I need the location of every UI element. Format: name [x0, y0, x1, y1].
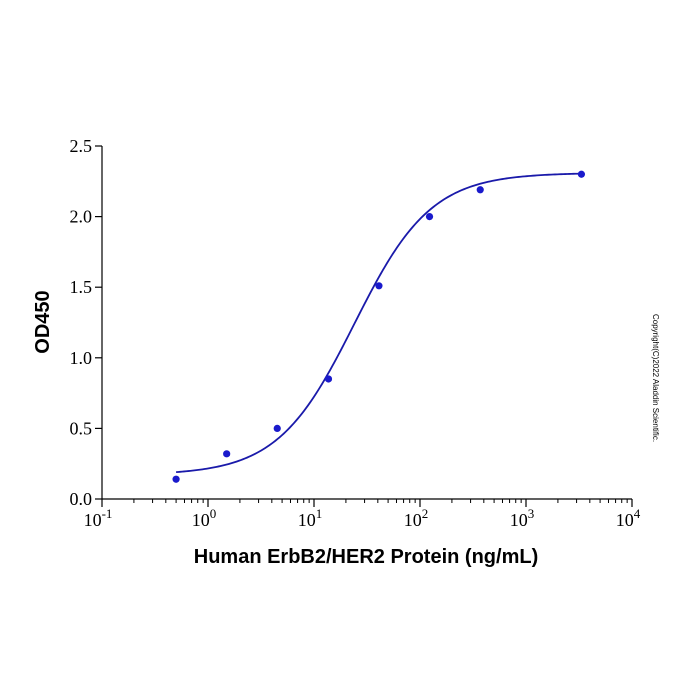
x-tick-exponent: 4: [634, 506, 641, 521]
x-tick-label: 104: [616, 506, 641, 530]
x-tick-base: 10: [510, 510, 528, 530]
x-tick-base: 10: [84, 510, 102, 530]
data-point: [375, 282, 383, 290]
x-tick-label: 103: [510, 506, 535, 530]
x-tick-base: 10: [616, 510, 634, 530]
x-axis-title: Human ErbB2/HER2 Protein (ng/mL): [194, 546, 538, 568]
y-axis-title: OD450: [32, 290, 54, 353]
fit-curve: [176, 172, 582, 474]
y-tick-label: 2.5: [70, 136, 93, 156]
copyright-watermark: Copyright(C)2022 Aladdin Scientific.: [651, 314, 660, 442]
x-tick-exponent: -1: [102, 506, 113, 521]
data-points: [172, 170, 586, 483]
y-tick-label: 2.0: [70, 207, 93, 227]
x-tick-exponent: 3: [528, 506, 535, 521]
y-tick-label: 1.5: [70, 277, 93, 297]
data-point: [223, 450, 231, 458]
x-tick-label: 101: [298, 506, 323, 530]
x-tick-base: 10: [298, 510, 316, 530]
y-tick-label: 1.0: [70, 348, 93, 368]
data-point: [425, 213, 434, 221]
axes: 0.00.51.01.52.02.510-1 100 101 102 103 104: [70, 136, 641, 530]
x-tick-label: 102: [404, 506, 429, 530]
y-tick-label: 0.0: [70, 489, 93, 509]
fit-curve-group: [176, 172, 582, 474]
x-tick-base: 10: [192, 510, 210, 530]
x-tick-base: 10: [404, 510, 422, 530]
data-point: [273, 424, 281, 432]
x-tick-exponent: 2: [422, 506, 429, 521]
data-point: [476, 186, 484, 194]
y-tick-label: 0.5: [70, 418, 93, 438]
data-point: [577, 170, 586, 178]
x-tick-exponent: 1: [316, 506, 323, 521]
x-tick-label: 10-1: [84, 506, 113, 530]
x-tick-exponent: 0: [210, 506, 217, 521]
data-point: [172, 475, 180, 483]
x-tick-label: 100: [192, 506, 217, 530]
data-point: [324, 375, 333, 383]
